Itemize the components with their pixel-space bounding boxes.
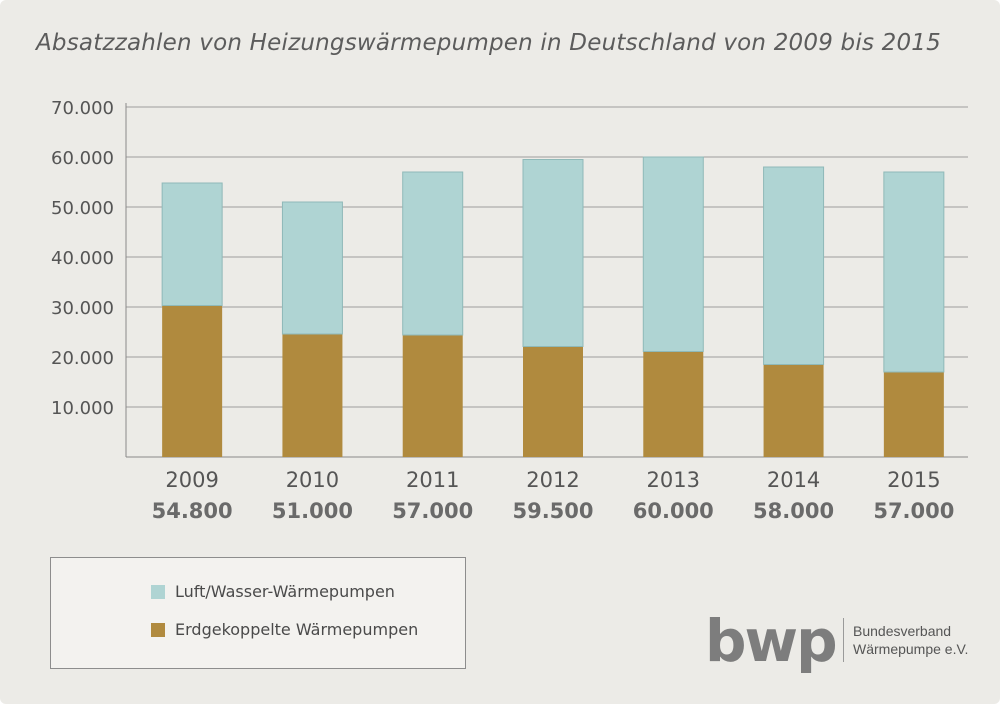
y-tick-label: 60.000 [51, 148, 114, 169]
y-tick-label: 30.000 [51, 298, 114, 319]
legend-swatch-luft-wasser [151, 584, 165, 599]
legend-item-luft-wasser: Luft/Wasser-Wärmepumpen [151, 582, 395, 601]
legend: Luft/Wasser-Wärmepumpen Erdgekoppelte Wä… [50, 557, 466, 669]
logo-divider [843, 618, 844, 662]
x-tick-label: 2010 [286, 468, 339, 492]
total-label: 51.000 [272, 499, 353, 523]
x-tick-label: 2011 [406, 468, 459, 492]
bar-luft-wasser [763, 166, 825, 365]
bar-erdgekoppelt [402, 335, 463, 457]
x-tick-label: 2013 [647, 468, 700, 492]
bar-erdgekoppelt [883, 372, 944, 457]
logo-line-2: Wärmepumpe e.V. [853, 641, 969, 657]
bar-luft-wasser [402, 171, 464, 336]
bar-erdgekoppelt [162, 305, 223, 457]
y-tick-label: 10.000 [51, 398, 114, 419]
total-label: 58.000 [753, 499, 834, 523]
chart-title: Absatzzahlen von Heizungswärmepumpen in … [36, 30, 941, 56]
bar-luft-wasser [161, 182, 223, 306]
y-tick-label: 50.000 [51, 198, 114, 219]
total-label: 57.000 [873, 499, 954, 523]
total-label: 57.000 [392, 499, 473, 523]
y-tick-label: 70.000 [51, 98, 114, 119]
total-label: 59.500 [512, 499, 593, 523]
x-tick-label: 2012 [526, 468, 579, 492]
bwp-logo: bwp [705, 607, 838, 675]
y-tick-label: 40.000 [51, 248, 114, 269]
bar-erdgekoppelt [523, 346, 583, 457]
bar-luft-wasser [281, 201, 343, 335]
total-label: 60.000 [633, 499, 714, 523]
y-tick-label: 20.000 [51, 348, 114, 369]
bar-erdgekoppelt [763, 364, 824, 457]
legend-label-luft-wasser: Luft/Wasser-Wärmepumpen [175, 582, 395, 601]
bar-erdgekoppelt [282, 334, 343, 457]
logo-line-1: Bundesverband [853, 623, 952, 639]
legend-label-erdgekoppelt: Erdgekoppelte Wärmepumpen [175, 620, 419, 639]
bar-luft-wasser [522, 159, 584, 347]
bar-luft-wasser [642, 156, 704, 352]
x-tick-label: 2015 [887, 468, 940, 492]
total-label: 54.800 [152, 499, 233, 523]
legend-swatch-erdgekoppelt [151, 622, 165, 637]
x-tick-label: 2009 [165, 468, 218, 492]
legend-item-erdgekoppelt: Erdgekoppelte Wärmepumpen [151, 620, 418, 639]
bar-luft-wasser [883, 171, 945, 373]
logo-subtitle: Bundesverband Wärmepumpe e.V. [853, 622, 968, 658]
x-tick-label: 2014 [767, 468, 820, 492]
bar-erdgekoppelt [643, 351, 704, 457]
